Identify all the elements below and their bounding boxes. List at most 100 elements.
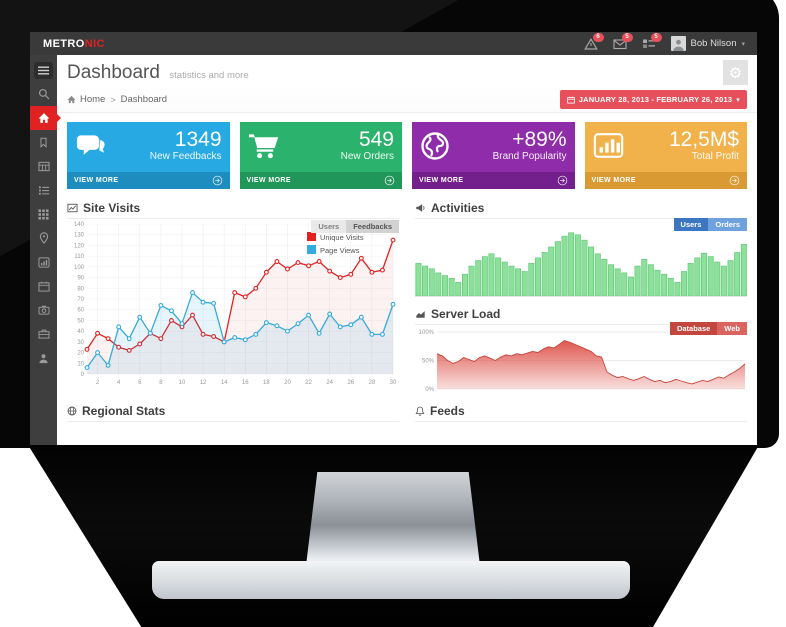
- orders-button[interactable]: Orders: [708, 218, 747, 231]
- area-chart-icon: [415, 309, 426, 319]
- sidebar-item-bookmark[interactable]: [30, 130, 57, 154]
- top-bar: METRONIC 6 5 5 Bob Nil: [30, 32, 757, 55]
- warning-icon[interactable]: 6: [583, 32, 604, 50]
- megaphone-icon: [415, 203, 426, 213]
- svg-text:2: 2: [96, 380, 100, 386]
- breadcrumb-separator: >: [110, 94, 116, 105]
- svg-text:28: 28: [369, 380, 376, 386]
- tile-value: 1349: [174, 128, 222, 151]
- panel-title: Feeds: [430, 403, 465, 418]
- gear-icon: ⚙: [728, 63, 743, 82]
- panel-title: Site Visits: [83, 200, 141, 215]
- page-header: Dashboard statistics and more ⚙: [57, 55, 757, 87]
- home-icon: [38, 113, 49, 123]
- svg-text:50%: 50%: [422, 359, 435, 365]
- svg-text:100: 100: [74, 265, 85, 271]
- calendar-icon: [37, 281, 50, 292]
- view-more-bar[interactable]: VIEW MORE: [67, 172, 230, 189]
- sidebar-item-grid[interactable]: [30, 202, 57, 226]
- table-icon: [37, 161, 50, 171]
- tile-total-profit[interactable]: 12,5M$ Total Profit VIEW MORE: [584, 122, 747, 189]
- sidebar-item-calendar[interactable]: [30, 274, 57, 298]
- svg-text:8: 8: [159, 380, 163, 386]
- settings-button[interactable]: ⚙: [723, 60, 748, 85]
- camera-icon: [38, 305, 49, 315]
- web-button[interactable]: Web: [717, 322, 747, 335]
- sidebar-item-camera[interactable]: [30, 298, 57, 322]
- svg-text:40: 40: [77, 329, 84, 335]
- sidebar-item-list[interactable]: [30, 178, 57, 202]
- chevron-down-icon: ▾: [736, 95, 740, 104]
- sidebar-item-user[interactable]: [30, 346, 57, 370]
- sidebar-item-table[interactable]: [30, 154, 57, 178]
- svg-text:16: 16: [242, 380, 249, 386]
- feedbacks-toggle-button[interactable]: Feedbacks: [346, 220, 399, 233]
- server-load-panel: Server Load Database Web 100% 50% 0%: [415, 306, 747, 393]
- arrow-circle-icon: [212, 175, 223, 186]
- svg-text:Page Views: Page Views: [320, 246, 360, 255]
- panel-title: Server Load: [431, 306, 501, 321]
- svg-text:22: 22: [305, 380, 312, 386]
- date-range-picker[interactable]: JANUARY 28, 2013 - FEBRUARY 26, 2013 ▾: [559, 90, 747, 109]
- breadcrumb-current[interactable]: Dashboard: [120, 94, 168, 105]
- tile-label: Total Profit: [691, 151, 739, 163]
- app-logo[interactable]: METRONIC: [30, 38, 118, 50]
- svg-text:70: 70: [77, 297, 84, 303]
- topbar-actions: 6 5 5 Bob Nilson ▾: [583, 32, 757, 51]
- arrow-circle-icon: [729, 175, 740, 186]
- tile-label: Brand Popularity: [492, 151, 567, 163]
- svg-text:10: 10: [77, 361, 84, 367]
- svg-text:30: 30: [77, 340, 84, 346]
- svg-text:20: 20: [77, 351, 84, 357]
- arrow-circle-icon: [557, 175, 568, 186]
- tile-new-orders[interactable]: 549 New Orders VIEW MORE: [239, 122, 402, 189]
- breadcrumb-home[interactable]: Home: [80, 94, 106, 105]
- bar-chart-icon: [593, 129, 633, 172]
- dashboard-screen: METRONIC 6 5 5 Bob Nil: [30, 32, 757, 445]
- view-more-bar[interactable]: VIEW MORE: [412, 172, 575, 189]
- tile-label: New Feedbacks: [149, 151, 222, 163]
- users-button[interactable]: Users: [673, 218, 709, 231]
- chart-icon: [37, 256, 50, 268]
- svg-text:18: 18: [263, 380, 270, 386]
- user-icon: [39, 353, 48, 363]
- tile-brand-popularity[interactable]: +89% Brand Popularity VIEW MORE: [412, 122, 575, 189]
- regional-stats-panel: Regional Stats: [67, 403, 399, 422]
- activities-chart: [415, 232, 747, 297]
- bookmark-icon: [40, 137, 47, 148]
- cart-icon: [248, 129, 288, 172]
- user-menu[interactable]: Bob Nilson ▾: [670, 36, 745, 51]
- envelope-icon[interactable]: 5: [612, 32, 633, 50]
- globe-small-icon: [67, 406, 77, 416]
- notification-badge: 6: [592, 32, 604, 42]
- sidebar-item-briefcase[interactable]: [30, 322, 57, 346]
- comments-icon: [75, 129, 115, 172]
- database-button[interactable]: Database: [669, 322, 718, 335]
- sidebar-item-home[interactable]: [30, 106, 61, 130]
- sidebar-menu-toggle[interactable]: [30, 58, 57, 82]
- tile-new-feedbacks[interactable]: 1349 New Feedbacks VIEW MORE: [67, 122, 230, 189]
- sidebar-item-search[interactable]: [30, 82, 57, 106]
- view-more-bar[interactable]: VIEW MORE: [239, 172, 402, 189]
- tile-value: +89%: [512, 128, 567, 151]
- activities-toggle: Users Orders: [673, 218, 747, 231]
- sidebar-item-location[interactable]: [30, 226, 57, 250]
- date-range-label: JANUARY 28, 2013 - FEBRUARY 26, 2013: [578, 95, 733, 104]
- view-more-bar[interactable]: VIEW MORE: [584, 172, 747, 189]
- tasks-icon[interactable]: 5: [642, 32, 662, 50]
- arrow-circle-icon: [384, 175, 395, 186]
- svg-text:6: 6: [138, 380, 142, 386]
- main-content: Dashboard statistics and more ⚙ Home > D…: [57, 55, 757, 445]
- sidebar-item-chart[interactable]: [30, 250, 57, 274]
- view-more-label: VIEW MORE: [419, 177, 464, 184]
- svg-text:60: 60: [77, 308, 84, 314]
- svg-text:110: 110: [74, 254, 84, 260]
- users-toggle-button[interactable]: Users: [311, 220, 347, 233]
- server-load-chart: 100% 50% 0%: [419, 330, 746, 393]
- tile-value: 12,5M$: [668, 128, 739, 151]
- hamburger-icon: [34, 61, 53, 79]
- avatar: [670, 36, 686, 51]
- grid-icon: [38, 208, 49, 220]
